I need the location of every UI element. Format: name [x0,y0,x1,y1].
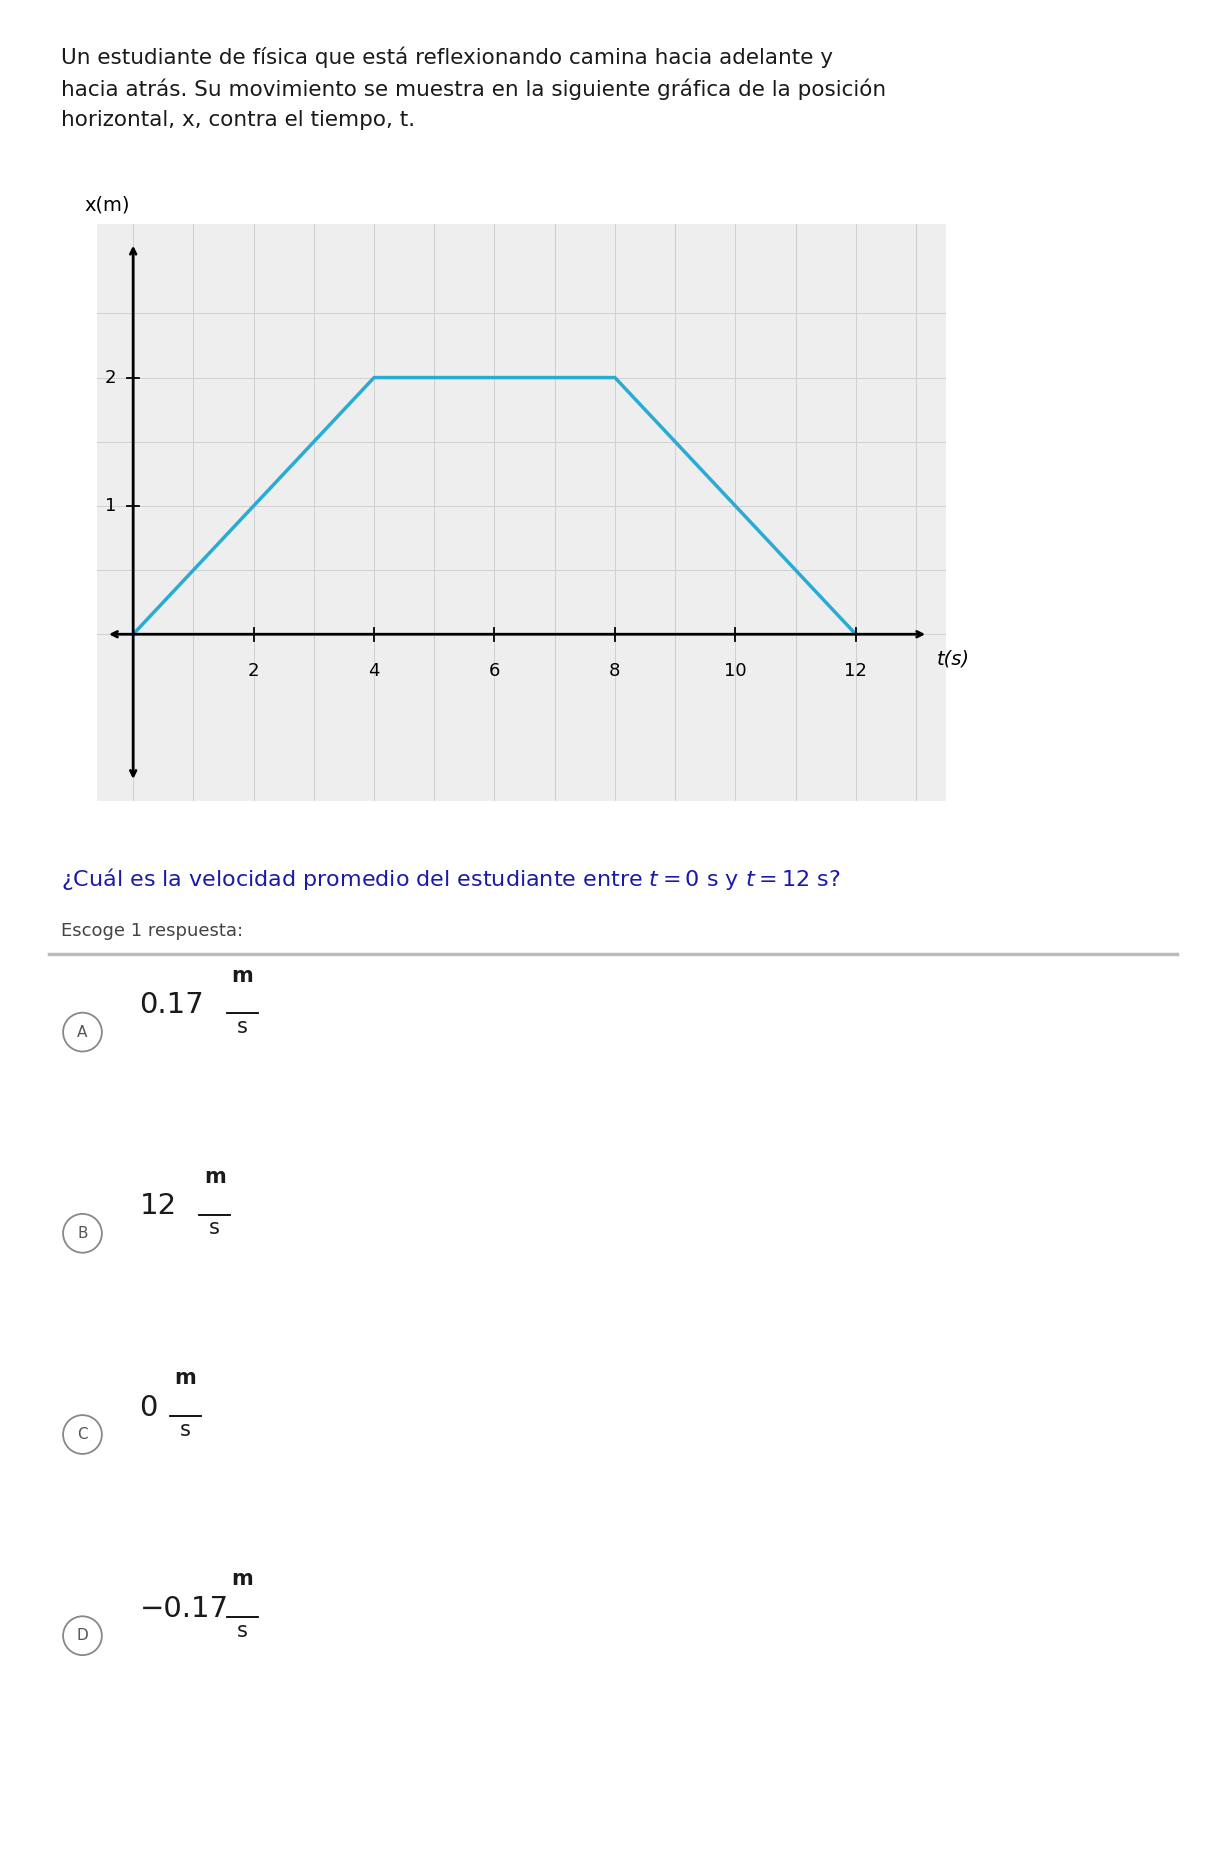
Text: −0.17: −0.17 [139,1595,228,1623]
Text: 2: 2 [247,663,260,680]
Text: x(m): x(m) [85,196,131,214]
Text: 0.17: 0.17 [139,991,204,1019]
Text: 6: 6 [489,663,500,680]
Text: ¿Cuál es la velocidad promedio del estudiante entre $t = 0$ s y $t = 12$ s?: ¿Cuál es la velocidad promedio del estud… [61,866,841,892]
Text: Un estudiante de física que está reflexionando camina hacia adelante y: Un estudiante de física que está reflexi… [61,47,832,69]
Text: C: C [78,1427,87,1442]
Text: hacia atrás. Su movimiento se muestra en la siguiente gráfica de la posición: hacia atrás. Su movimiento se muestra en… [61,78,885,101]
Text: 8: 8 [609,663,621,680]
Text: 0: 0 [139,1394,158,1421]
Text: t(s): t(s) [938,650,970,669]
Text: m: m [232,965,254,986]
Text: B: B [78,1226,87,1241]
Text: 12: 12 [139,1192,177,1220]
Text: m: m [232,1569,254,1589]
Text: s: s [238,1017,247,1038]
Text: Escoge 1 respuesta:: Escoge 1 respuesta: [61,922,243,941]
Text: 1: 1 [106,497,116,514]
Text: D: D [76,1628,89,1643]
Text: s: s [210,1218,220,1239]
Text: s: s [181,1420,190,1440]
Text: A: A [78,1025,87,1040]
Text: s: s [238,1621,247,1641]
Text: 10: 10 [724,663,747,680]
Text: horizontal, x, contra el tiempo, t.: horizontal, x, contra el tiempo, t. [61,110,415,130]
Text: m: m [204,1166,226,1187]
Text: 12: 12 [844,663,867,680]
Text: 4: 4 [369,663,380,680]
Text: m: m [175,1367,197,1388]
Text: 2: 2 [104,369,116,386]
